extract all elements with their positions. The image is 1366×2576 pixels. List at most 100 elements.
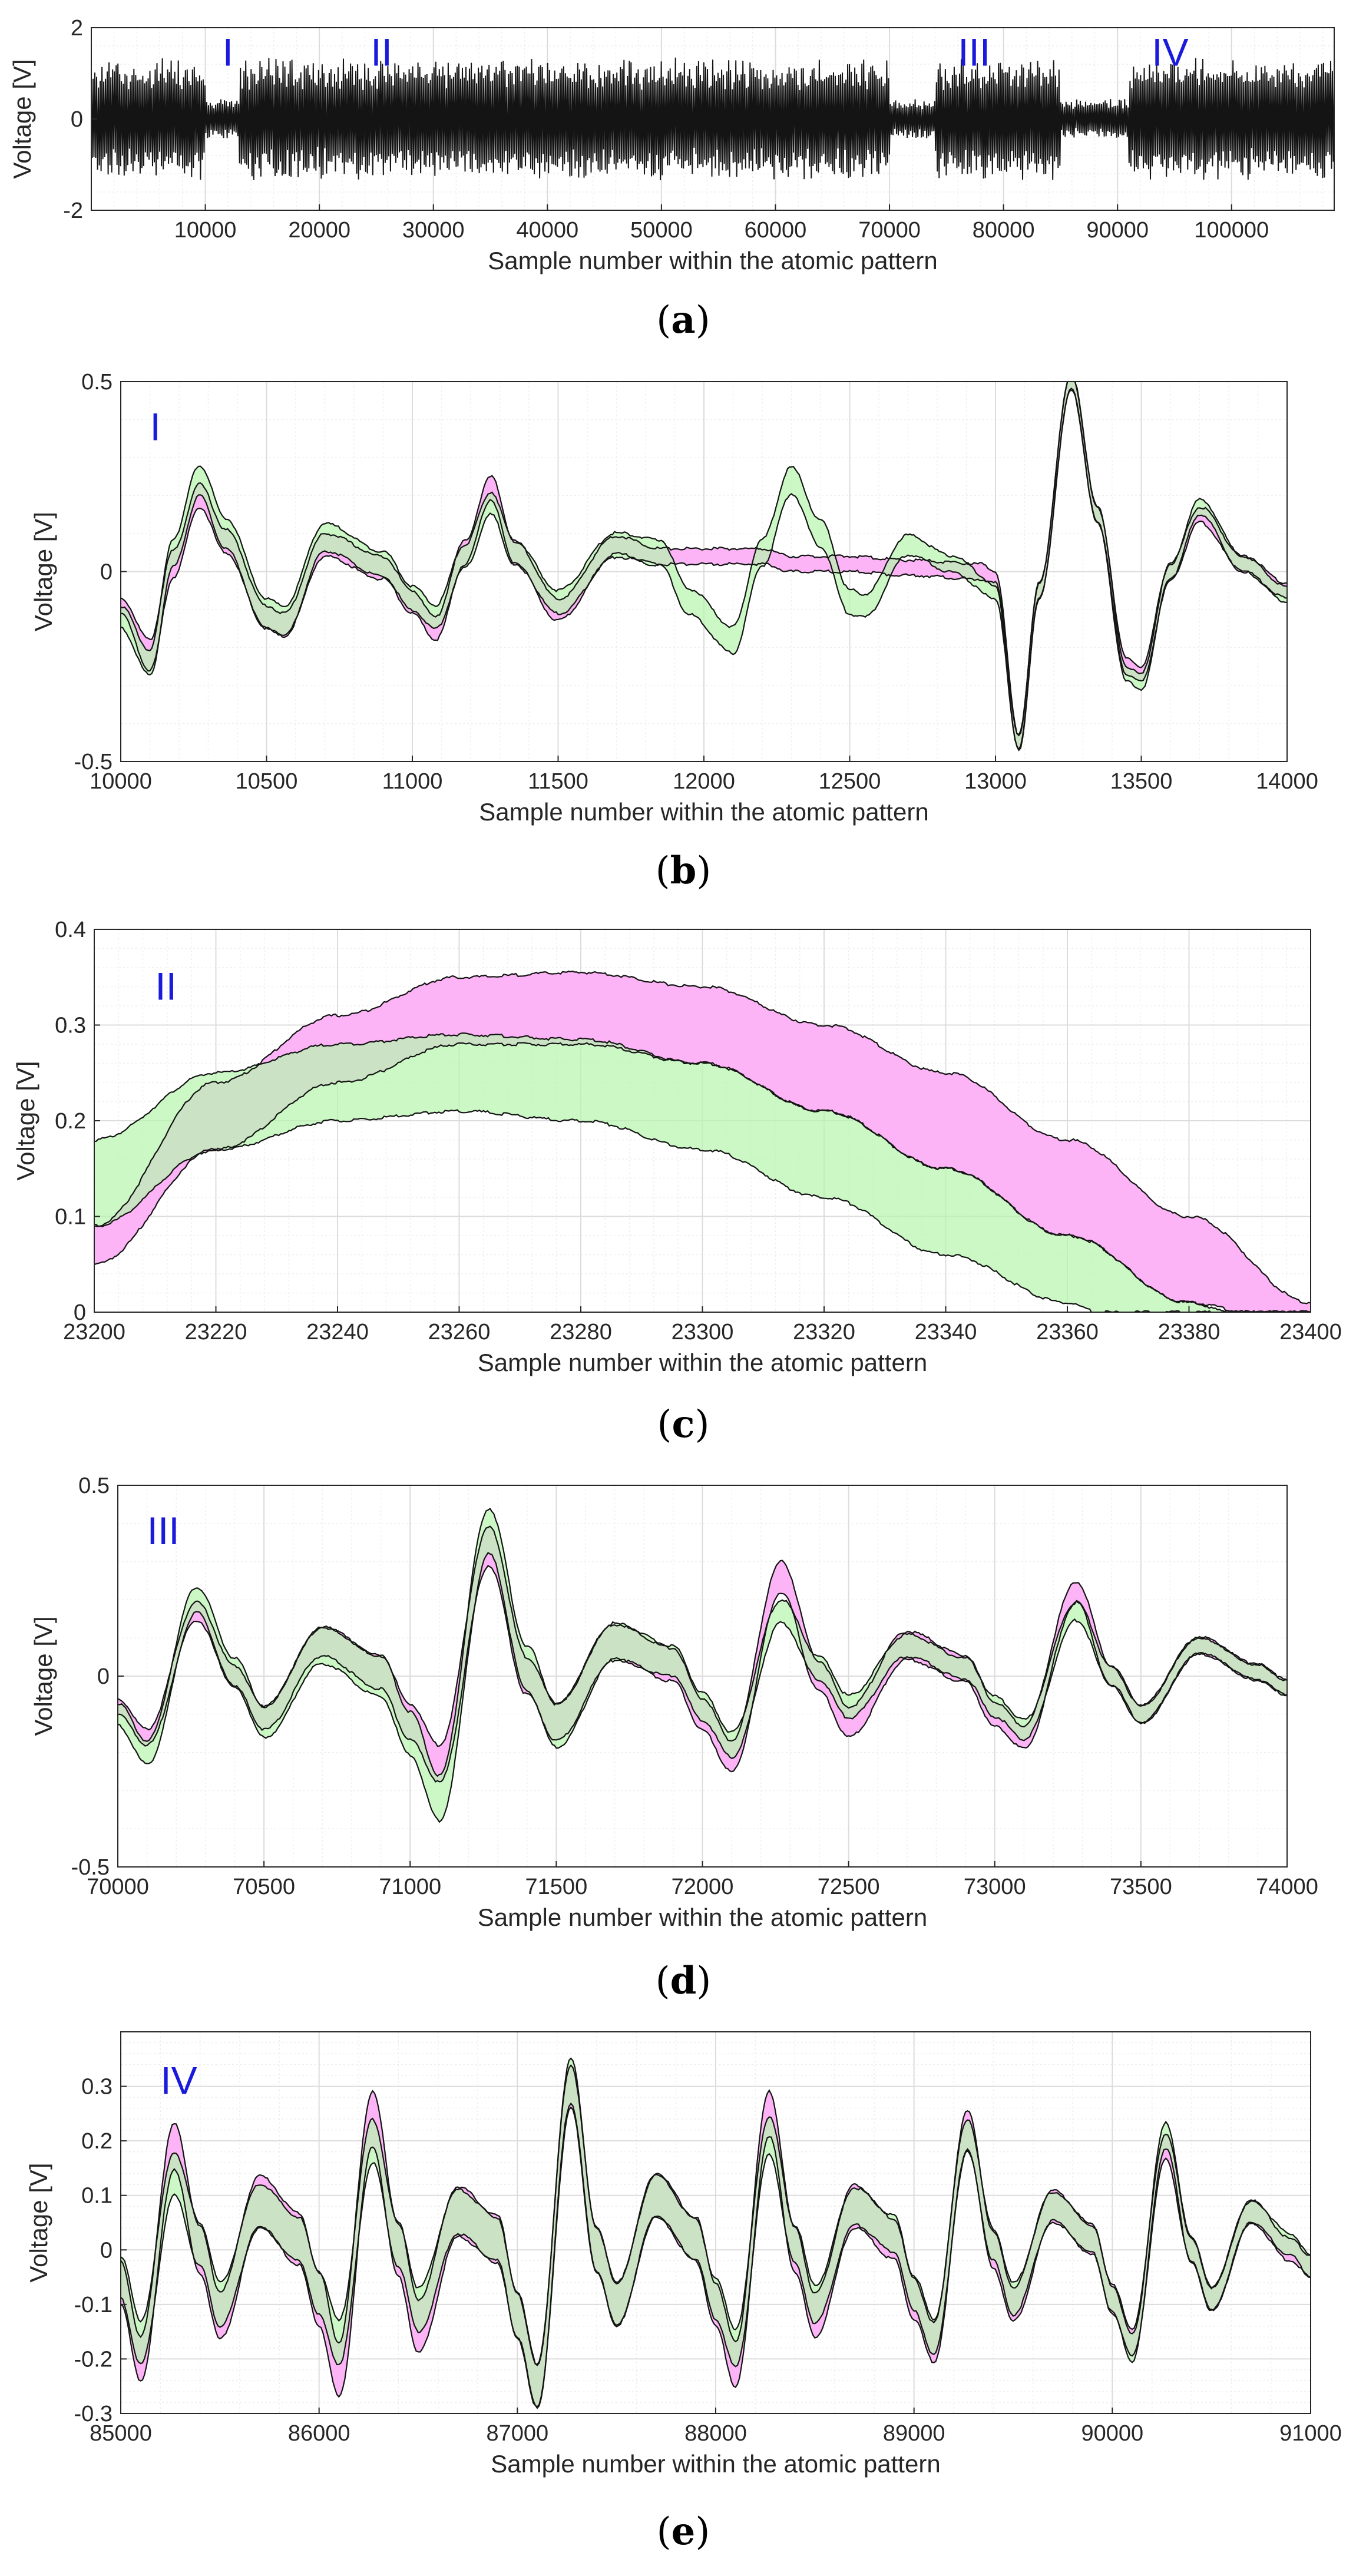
y-tick-label: -0.2 (74, 2347, 113, 2372)
band-edge-pink-up (94, 971, 1311, 1304)
y-axis-label: Voltage [V] (12, 1061, 39, 1180)
band-edge-green-up (121, 2057, 1311, 2365)
plot-area (94, 971, 1311, 1312)
x-tick-label: 91000 (1279, 2421, 1342, 2446)
y-axis-label: Voltage [V] (29, 1616, 57, 1736)
x-axis-label: Sample number within the atomic pattern (478, 1903, 927, 1931)
x-tick-label: 74000 (1256, 1875, 1318, 1899)
y-tick-label: -0.5 (71, 1855, 110, 1880)
x-tick-label: 10000 (90, 769, 152, 794)
band-edge-green-up (118, 1508, 1287, 1777)
x-tick-label: 23200 (63, 1320, 125, 1345)
panel-caption: (a) (656, 298, 710, 342)
region-label: IV (160, 2058, 197, 2102)
x-tick-label: 70500 (233, 1875, 295, 1899)
chart-panel-b: 10000 10500 11000 11500 12000 12500 13000 13500… (29, 370, 1318, 893)
x-tick-label: 23380 (1158, 1320, 1221, 1345)
plot-area (121, 382, 1287, 751)
x-tick-label: 87000 (486, 2421, 548, 2446)
x-tick-label: 73000 (964, 1875, 1026, 1899)
region-label: IV (1152, 31, 1188, 74)
y-tick-label: -0.3 (74, 2402, 113, 2426)
y-tick-label: 0.2 (81, 2129, 113, 2154)
y-axis-label: Voltage [V] (8, 59, 36, 178)
x-tick-label: 23220 (185, 1320, 247, 1345)
band-green (94, 1033, 1311, 1312)
x-tick-label: 20000 (288, 218, 350, 243)
panel-caption: (b) (656, 849, 712, 893)
region-label: III (147, 1509, 180, 1552)
x-tick-label: 86000 (288, 2421, 350, 2446)
x-tick-label: 71000 (379, 1875, 441, 1899)
x-tick-label: 23360 (1036, 1320, 1099, 1345)
x-tick-label: 72000 (672, 1875, 734, 1899)
y-tick-label: 2 (71, 16, 83, 41)
band-edge-green-lo (121, 388, 1287, 751)
x-tick-label: 60000 (745, 218, 807, 243)
y-tick-label: 0.3 (81, 2075, 113, 2100)
x-tick-label: 10500 (236, 769, 298, 794)
x-axis-label: Sample number within the atomic pattern (478, 1349, 927, 1376)
band-edge-pink-lo (121, 2106, 1311, 2408)
band-edge-green-up (94, 1032, 1311, 1312)
band-edge-pink-up (118, 1525, 1287, 1747)
x-axis-label: Sample number within the atomic pattern (491, 2450, 940, 2478)
x-tick-label: 23280 (550, 1320, 612, 1345)
chart-panel-e: 85000 86000 87000 88000 89000 90000 91000 -0.3 -… (25, 2031, 1342, 2554)
x-tick-label: 72500 (818, 1875, 880, 1899)
x-tick-label: 23240 (306, 1320, 369, 1345)
chart-panel-d: 70000 70500 71000 71500 72000 72500 73000 73500… (29, 1474, 1318, 2003)
x-tick-label: 90000 (1086, 218, 1149, 243)
x-tick-label: 23320 (793, 1320, 855, 1345)
x-tick-label: 88000 (684, 2421, 747, 2446)
x-tick-label: 23260 (428, 1320, 491, 1345)
plot-area (121, 2057, 1311, 2409)
x-tick-label: 13000 (964, 769, 1027, 794)
x-tick-label: 85000 (90, 2421, 152, 2446)
chart-panel-a: 10000 20000 30000 40000 50000 60000 70000 80000… (8, 16, 1335, 342)
x-tick-label: 40000 (516, 218, 578, 243)
x-tick-label: 70000 (87, 1875, 149, 1899)
x-tick-label: 23400 (1279, 1320, 1342, 1345)
band-green (121, 2058, 1311, 2408)
x-tick-label: 23340 (915, 1320, 977, 1345)
x-tick-label: 13500 (1110, 769, 1173, 794)
x-tick-label: 50000 (630, 218, 693, 243)
panel-caption: (e) (657, 2509, 710, 2554)
y-axis-label: Voltage [V] (29, 512, 57, 631)
region-label: I (223, 31, 233, 74)
region-label: II (371, 31, 392, 74)
panel-caption: (d) (656, 1959, 712, 2003)
y-tick-label: -0.1 (74, 2293, 113, 2317)
x-tick-label: 12500 (819, 769, 881, 794)
band-edge-green-lo (118, 1551, 1287, 1823)
x-tick-label: 11500 (528, 769, 588, 794)
band-edge-pink-lo (118, 1565, 1287, 1783)
x-tick-label: 89000 (883, 2421, 945, 2446)
y-tick-label: 0.2 (55, 1109, 86, 1134)
y-tick-label: 0 (71, 107, 83, 132)
y-tick-label: 0.3 (55, 1014, 86, 1038)
chart-panel-c: 23200 23220 23240 23260 23280 23300 23320 23340… (12, 918, 1342, 1446)
y-tick-label: 0.4 (55, 918, 86, 942)
y-tick-label: 0 (74, 1300, 86, 1325)
x-tick-label: 12000 (673, 769, 735, 794)
band-edge-green-lo (94, 1109, 1311, 1312)
region-label: II (155, 965, 177, 1008)
y-tick-label: 0.1 (81, 2184, 113, 2209)
band-edge-green-up (121, 382, 1287, 736)
region-label: III (958, 31, 990, 74)
band-edge-green-lo (121, 2102, 1311, 2409)
y-tick-label: 0.5 (81, 370, 113, 395)
x-tick-label: 23300 (672, 1320, 734, 1345)
band-pink (121, 382, 1287, 750)
x-tick-label: 100000 (1194, 218, 1269, 243)
x-axis-label: Sample number within the atomic pattern (488, 247, 937, 274)
x-tick-label: 70000 (858, 218, 921, 243)
x-tick-label: 73500 (1110, 1875, 1172, 1899)
x-tick-label: 30000 (402, 218, 465, 243)
panel-caption: (c) (657, 1402, 710, 1446)
plot-area (91, 57, 1334, 181)
x-tick-label: 90000 (1081, 2421, 1143, 2446)
